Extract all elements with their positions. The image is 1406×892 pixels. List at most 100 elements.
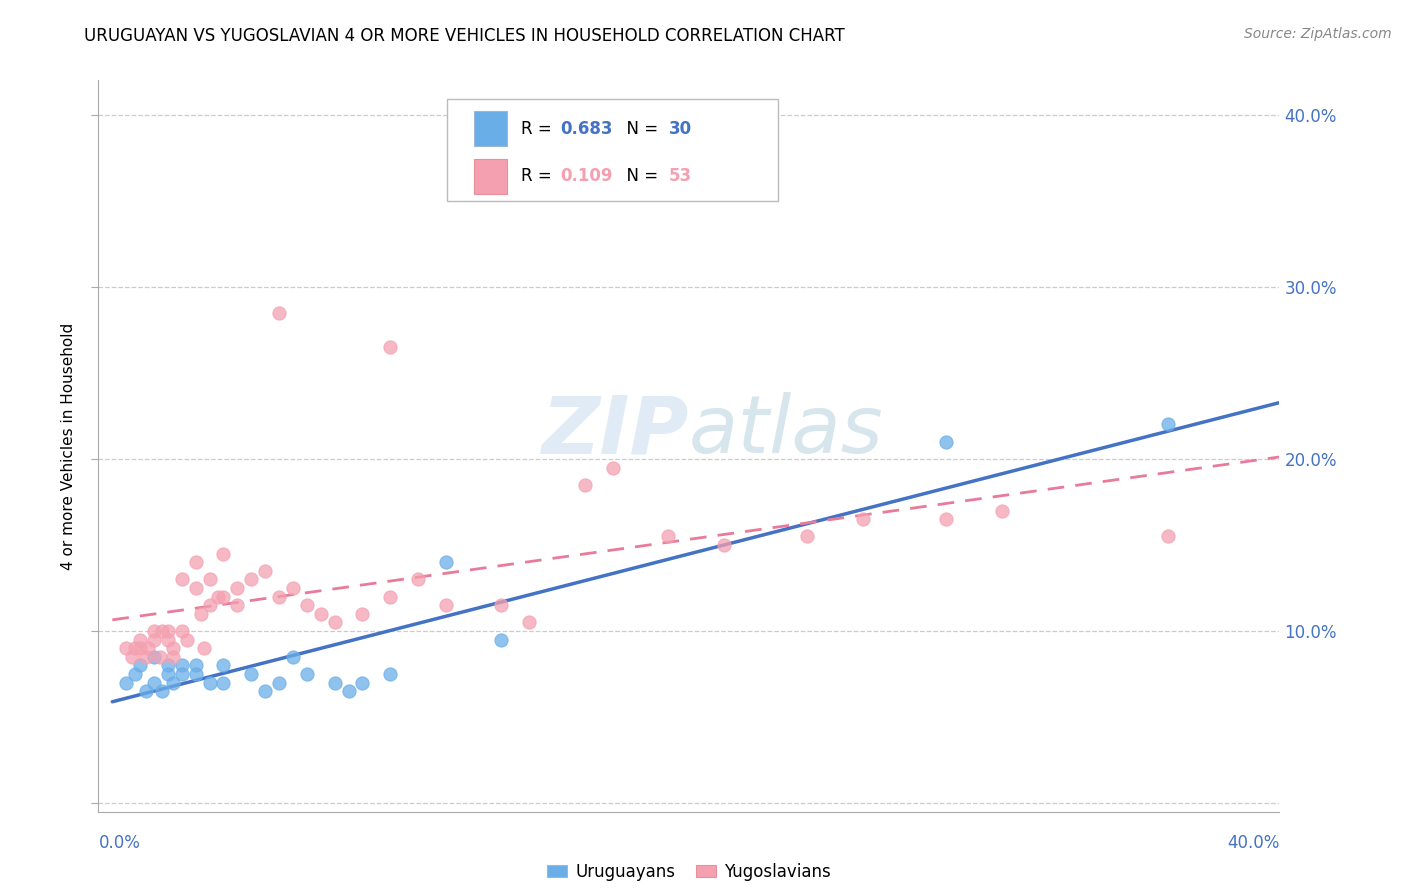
- Text: 0.683: 0.683: [560, 120, 613, 138]
- Point: [212, 675, 235, 690]
- Point: [143, 649, 166, 664]
- Point: [406, 573, 429, 587]
- Point: [309, 607, 332, 621]
- Point: [323, 675, 346, 690]
- Text: ZIP: ZIP: [541, 392, 689, 470]
- Legend: Uruguayans, Yugoslavians: Uruguayans, Yugoslavians: [540, 856, 838, 888]
- Point: [156, 658, 179, 673]
- Point: [295, 667, 318, 681]
- Point: [352, 607, 374, 621]
- Point: [517, 615, 540, 630]
- Point: [226, 598, 249, 612]
- Text: 0.109: 0.109: [560, 168, 613, 186]
- Point: [156, 632, 179, 647]
- Point: [240, 667, 263, 681]
- Point: [170, 573, 193, 587]
- Point: [162, 641, 184, 656]
- Point: [129, 641, 152, 656]
- Point: [143, 632, 166, 647]
- Text: Source: ZipAtlas.com: Source: ZipAtlas.com: [1244, 27, 1392, 41]
- Point: [198, 675, 221, 690]
- Text: 30: 30: [669, 120, 692, 138]
- Point: [143, 675, 166, 690]
- Point: [852, 512, 875, 526]
- Point: [323, 615, 346, 630]
- FancyBboxPatch shape: [447, 99, 778, 201]
- Point: [170, 667, 193, 681]
- Point: [162, 675, 184, 690]
- Point: [115, 641, 138, 656]
- Point: [170, 624, 193, 638]
- Point: [184, 581, 207, 595]
- Point: [148, 649, 170, 664]
- Point: [129, 632, 152, 647]
- FancyBboxPatch shape: [474, 112, 508, 146]
- Point: [380, 590, 402, 604]
- Point: [796, 529, 818, 543]
- Point: [198, 573, 221, 587]
- Point: [135, 684, 157, 698]
- Point: [212, 590, 235, 604]
- Point: [143, 624, 166, 638]
- Point: [212, 658, 235, 673]
- Point: [657, 529, 679, 543]
- Point: [150, 624, 173, 638]
- Point: [254, 684, 277, 698]
- Point: [156, 667, 179, 681]
- Point: [574, 477, 596, 491]
- Point: [124, 641, 146, 656]
- Point: [184, 658, 207, 673]
- Text: N =: N =: [616, 120, 664, 138]
- Text: R =: R =: [522, 168, 557, 186]
- Point: [184, 667, 207, 681]
- Point: [184, 555, 207, 569]
- Point: [295, 598, 318, 612]
- Point: [281, 649, 304, 664]
- Point: [935, 434, 957, 449]
- Point: [434, 555, 457, 569]
- Point: [434, 598, 457, 612]
- Point: [121, 649, 143, 664]
- Text: 40.0%: 40.0%: [1227, 834, 1279, 852]
- Point: [254, 564, 277, 578]
- Point: [129, 658, 152, 673]
- Point: [990, 503, 1012, 517]
- Y-axis label: 4 or more Vehicles in Household: 4 or more Vehicles in Household: [60, 322, 76, 570]
- Point: [138, 641, 160, 656]
- Point: [1157, 417, 1180, 432]
- Point: [156, 624, 179, 638]
- Point: [190, 607, 212, 621]
- Point: [602, 460, 624, 475]
- Point: [281, 581, 304, 595]
- Text: R =: R =: [522, 120, 557, 138]
- Point: [198, 598, 221, 612]
- Point: [193, 641, 215, 656]
- Point: [1157, 529, 1180, 543]
- FancyBboxPatch shape: [474, 159, 508, 194]
- Point: [491, 598, 513, 612]
- Point: [267, 590, 290, 604]
- Point: [491, 632, 513, 647]
- Point: [352, 675, 374, 690]
- Point: [713, 538, 735, 552]
- Point: [176, 632, 198, 647]
- Point: [212, 547, 235, 561]
- Point: [115, 675, 138, 690]
- Point: [150, 684, 173, 698]
- Point: [337, 684, 360, 698]
- Point: [124, 667, 146, 681]
- Point: [207, 590, 229, 604]
- Point: [162, 649, 184, 664]
- Point: [267, 675, 290, 690]
- Point: [226, 581, 249, 595]
- Text: N =: N =: [616, 168, 664, 186]
- Text: 53: 53: [669, 168, 692, 186]
- Point: [240, 573, 263, 587]
- Text: atlas: atlas: [689, 392, 884, 470]
- Text: URUGUAYAN VS YUGOSLAVIAN 4 OR MORE VEHICLES IN HOUSEHOLD CORRELATION CHART: URUGUAYAN VS YUGOSLAVIAN 4 OR MORE VEHIC…: [84, 27, 845, 45]
- Point: [380, 667, 402, 681]
- Point: [380, 340, 402, 354]
- Point: [267, 305, 290, 319]
- Point: [135, 649, 157, 664]
- Point: [170, 658, 193, 673]
